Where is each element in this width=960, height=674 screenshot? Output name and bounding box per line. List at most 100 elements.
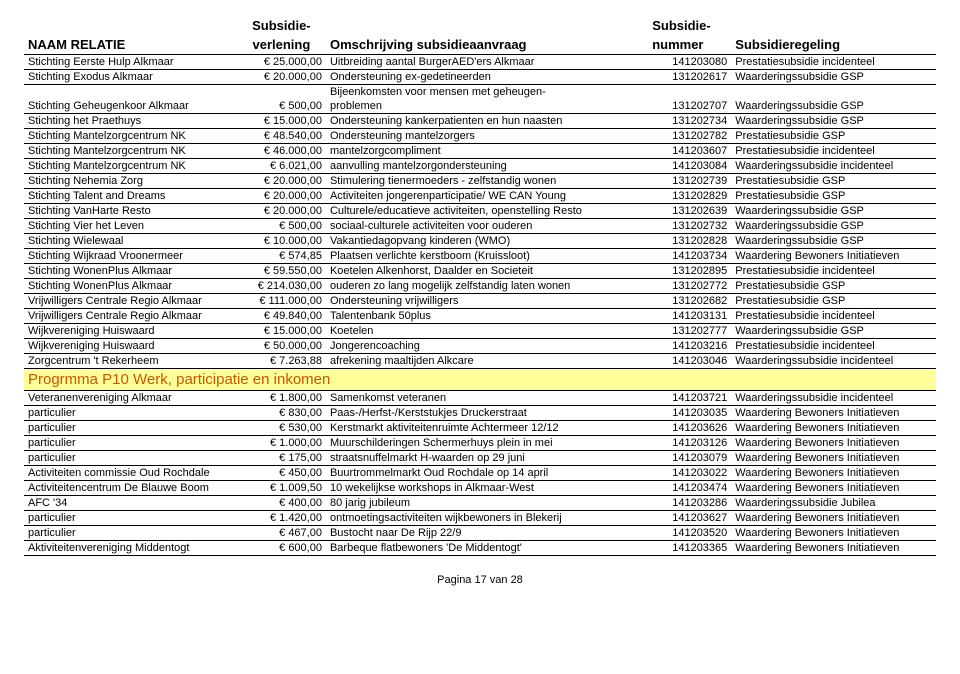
cell-desc: afrekening maaltijden Alkcare	[326, 354, 648, 369]
cell-amt: € 20.000,00	[237, 174, 326, 189]
cell-name: Aktiviteitenvereniging Middentogt	[24, 541, 237, 556]
cell-amt: € 48.540,00	[237, 129, 326, 144]
cell-nr: 131202829	[648, 189, 731, 204]
cell-name: Stichting WonenPlus Alkmaar	[24, 264, 237, 279]
cell-nr: 131202682	[648, 294, 731, 309]
table-row: Stichting Mantelzorgcentrum NK€ 48.540,0…	[24, 129, 936, 144]
cell-nr: 131202617	[648, 70, 731, 85]
cell-reg: Prestatiesubsidie GSP	[731, 279, 936, 294]
cell-amt: € 49.840,00	[237, 309, 326, 324]
cell-amt	[237, 85, 326, 100]
cell-name: Veteranenvereniging Alkmaar	[24, 391, 237, 406]
cell-reg: Prestatiesubsidie GSP	[731, 189, 936, 204]
section-header: Progrmma P10 Werk, participatie en inkom…	[24, 369, 936, 391]
cell-amt: € 15.000,00	[237, 114, 326, 129]
cell-nr: 141203022	[648, 466, 731, 481]
cell-nr: 141203079	[648, 451, 731, 466]
cell-amt: € 1.420,00	[237, 511, 326, 526]
cell-desc: ontmoetingsactiviteiten wijkbewoners in …	[326, 511, 648, 526]
cell-nr: 131202782	[648, 129, 731, 144]
cell-name: Wijkvereniging Huiswaard	[24, 324, 237, 339]
cell-amt: € 20.000,00	[237, 70, 326, 85]
cell-desc: Ondersteuning ex-gedetineerden	[326, 70, 648, 85]
cell-reg: Prestatiesubsidie incidenteel	[731, 339, 936, 354]
cell-nr: 131202772	[648, 279, 731, 294]
cell-nr: 141203084	[648, 159, 731, 174]
hdr-name: NAAM RELATIE	[24, 35, 237, 55]
table-row: Stichting WonenPlus Alkmaar€ 214.030,00o…	[24, 279, 936, 294]
cell-desc: Koetelen Alkenhorst, Daalder en Societei…	[326, 264, 648, 279]
hdr-nr-l1: Subsidie-	[648, 16, 731, 35]
cell-reg: Waardering Bewoners Initiatieven	[731, 466, 936, 481]
table-row: Bijeenkomsten voor mensen met geheugen-	[24, 85, 936, 100]
cell-nr	[648, 85, 731, 100]
cell-desc: Culturele/educatieve activiteiten, opens…	[326, 204, 648, 219]
cell-name: Zorgcentrum 't Rekerheem	[24, 354, 237, 369]
cell-reg: Waardering Bewoners Initiatieven	[731, 436, 936, 451]
cell-desc: Samenkomst veteranen	[326, 391, 648, 406]
cell-amt: € 1.009,50	[237, 481, 326, 496]
cell-desc: Ondersteuning kankerpatienten en hun naa…	[326, 114, 648, 129]
cell-reg: Prestatiesubsidie GSP	[731, 174, 936, 189]
table-row: Wijkvereniging Huiswaard€ 15.000,00Koete…	[24, 324, 936, 339]
cell-name: Vrijwilligers Centrale Regio Alkmaar	[24, 309, 237, 324]
cell-amt: € 600,00	[237, 541, 326, 556]
table-row: Vrijwilligers Centrale Regio Alkmaar€ 49…	[24, 309, 936, 324]
cell-amt: € 25.000,00	[237, 55, 326, 70]
cell-name: Stichting Exodus Alkmaar	[24, 70, 237, 85]
cell-name: Stichting Wielewaal	[24, 234, 237, 249]
table-row: Stichting Talent and Dreams€ 20.000,00Ac…	[24, 189, 936, 204]
cell-desc: Buurtrommelmarkt Oud Rochdale op 14 apri…	[326, 466, 648, 481]
cell-amt: € 1.800,00	[237, 391, 326, 406]
table-row: Stichting Eerste Hulp Alkmaar€ 25.000,00…	[24, 55, 936, 70]
cell-name: particulier	[24, 526, 237, 541]
cell-nr: 141203046	[648, 354, 731, 369]
cell-name: Stichting VanHarte Resto	[24, 204, 237, 219]
cell-desc: Koetelen	[326, 324, 648, 339]
cell-desc: Barbeque flatbewoners 'De Middentogt'	[326, 541, 648, 556]
cell-desc: aanvulling mantelzorgondersteuning	[326, 159, 648, 174]
cell-desc: Stimulering tienermoeders - zelfstandig …	[326, 174, 648, 189]
table-row: particulier€ 530,00Kerstmarkt aktiviteit…	[24, 421, 936, 436]
table-row: Vrijwilligers Centrale Regio Alkmaar€ 11…	[24, 294, 936, 309]
cell-name	[24, 85, 237, 100]
cell-reg: Waardering Bewoners Initiatieven	[731, 511, 936, 526]
cell-desc: Vakantiedagopvang kinderen (WMO)	[326, 234, 648, 249]
cell-amt: € 111.000,00	[237, 294, 326, 309]
cell-nr: 131202895	[648, 264, 731, 279]
cell-reg: Prestatiesubsidie incidenteel	[731, 55, 936, 70]
page-footer: Pagina 17 van 28	[24, 574, 936, 586]
table-row: AFC '34€ 400,0080 jarig jubileum14120328…	[24, 496, 936, 511]
cell-reg: Waardering Bewoners Initiatieven	[731, 421, 936, 436]
cell-reg: Waarderingssubsidie GSP	[731, 324, 936, 339]
cell-reg: Waarderingssubsidie GSP	[731, 99, 936, 114]
cell-desc: Talentenbank 50plus	[326, 309, 648, 324]
cell-name: Stichting Mantelzorgcentrum NK	[24, 129, 237, 144]
cell-reg: Prestatiesubsidie incidenteel	[731, 144, 936, 159]
cell-desc: Jongerencoaching	[326, 339, 648, 354]
cell-nr: 141203080	[648, 55, 731, 70]
table-row: Stichting Geheugenkoor Alkmaar€ 500,00pr…	[24, 99, 936, 114]
cell-nr: 141203607	[648, 144, 731, 159]
hdr-amt-l2: verlening	[237, 35, 326, 55]
cell-amt: € 400,00	[237, 496, 326, 511]
cell-desc: problemen	[326, 99, 648, 114]
cell-name: Stichting Wijkraad Vroonermeer	[24, 249, 237, 264]
cell-desc: Ondersteuning mantelzorgers	[326, 129, 648, 144]
cell-nr: 131202707	[648, 99, 731, 114]
cell-reg: Waardering Bewoners Initiatieven	[731, 406, 936, 421]
cell-reg: Waarderingssubsidie incidenteel	[731, 159, 936, 174]
cell-reg: Waardering Bewoners Initiatieven	[731, 249, 936, 264]
cell-amt: € 10.000,00	[237, 234, 326, 249]
cell-nr: 141203721	[648, 391, 731, 406]
cell-nr: 141203126	[648, 436, 731, 451]
cell-amt: € 214.030,00	[237, 279, 326, 294]
cell-nr: 141203627	[648, 511, 731, 526]
table-row: Stichting Vier het Leven€ 500,00sociaal-…	[24, 219, 936, 234]
cell-nr: 141203286	[648, 496, 731, 511]
cell-nr: 141203626	[648, 421, 731, 436]
cell-amt: € 500,00	[237, 99, 326, 114]
table-row: Stichting Wielewaal€ 10.000,00Vakantieda…	[24, 234, 936, 249]
cell-nr: 131202639	[648, 204, 731, 219]
table-row: Stichting Wijkraad Vroonermeer€ 574,85Pl…	[24, 249, 936, 264]
